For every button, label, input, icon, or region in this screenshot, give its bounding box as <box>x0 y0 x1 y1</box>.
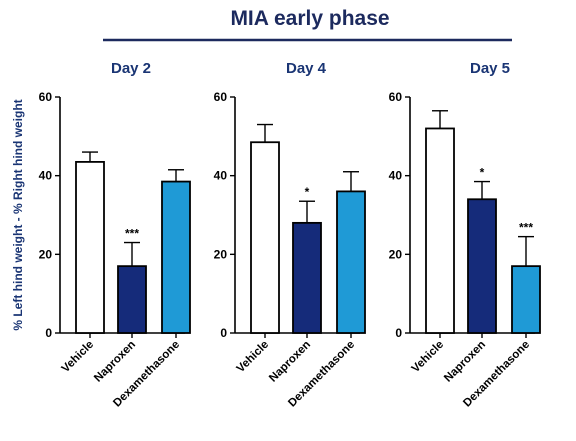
panel-day-2: Day 40204060VehicleNaproxen*Dexamethason… <box>214 60 366 410</box>
figure-title: MIA early phase <box>230 7 389 30</box>
bar-naproxen <box>467 198 497 334</box>
y-tick-label: 20 <box>39 247 53 261</box>
x-tick-label: Naproxen <box>267 339 313 385</box>
y-tick-label: 60 <box>214 90 228 104</box>
x-tick-label: Naproxen <box>92 339 138 385</box>
bar-dexamethasone <box>336 190 366 334</box>
bar-dexamethasone <box>161 180 191 334</box>
y-axis-label: % Left hind weight - % Right hind weight <box>11 99 25 330</box>
significance-label: * <box>480 166 485 180</box>
bar-vehicle <box>75 160 105 334</box>
panel-day-1: Day 20204060VehicleNaproxen***Dexamethas… <box>39 60 191 410</box>
bar-naproxen <box>292 221 322 334</box>
panel-title: Day 2 <box>111 60 151 77</box>
y-tick-label: 40 <box>39 169 53 183</box>
bar-vehicle <box>250 141 280 334</box>
y-tick-label: 0 <box>395 326 402 340</box>
y-tick-label: 40 <box>214 169 228 183</box>
y-tick-label: 40 <box>389 169 403 183</box>
x-tick-label: Naproxen <box>442 339 488 385</box>
x-tick-label: Vehicle <box>235 339 272 376</box>
panel-title: Day 4 <box>286 60 327 77</box>
significance-label: *** <box>125 227 139 241</box>
y-tick-label: 0 <box>45 326 52 340</box>
bar-vehicle <box>425 127 455 334</box>
bar-dexamethasone <box>511 265 541 334</box>
y-tick-label: 20 <box>214 247 228 261</box>
panels: Day 20204060VehicleNaproxen***Dexamethas… <box>39 60 541 410</box>
bar-naproxen <box>117 265 147 334</box>
significance-label: * <box>305 185 310 199</box>
x-tick-label: Vehicle <box>410 339 447 376</box>
x-tick-label: Vehicle <box>60 339 97 376</box>
significance-label: *** <box>519 221 533 235</box>
panel-title: Day 5 <box>470 60 510 77</box>
y-tick-label: 60 <box>389 90 403 104</box>
y-tick-label: 60 <box>39 90 53 104</box>
panel-day-3: Day 50204060VehicleNaproxen*Dexamethason… <box>389 60 541 410</box>
y-tick-label: 20 <box>389 247 403 261</box>
y-tick-label: 0 <box>220 326 227 340</box>
